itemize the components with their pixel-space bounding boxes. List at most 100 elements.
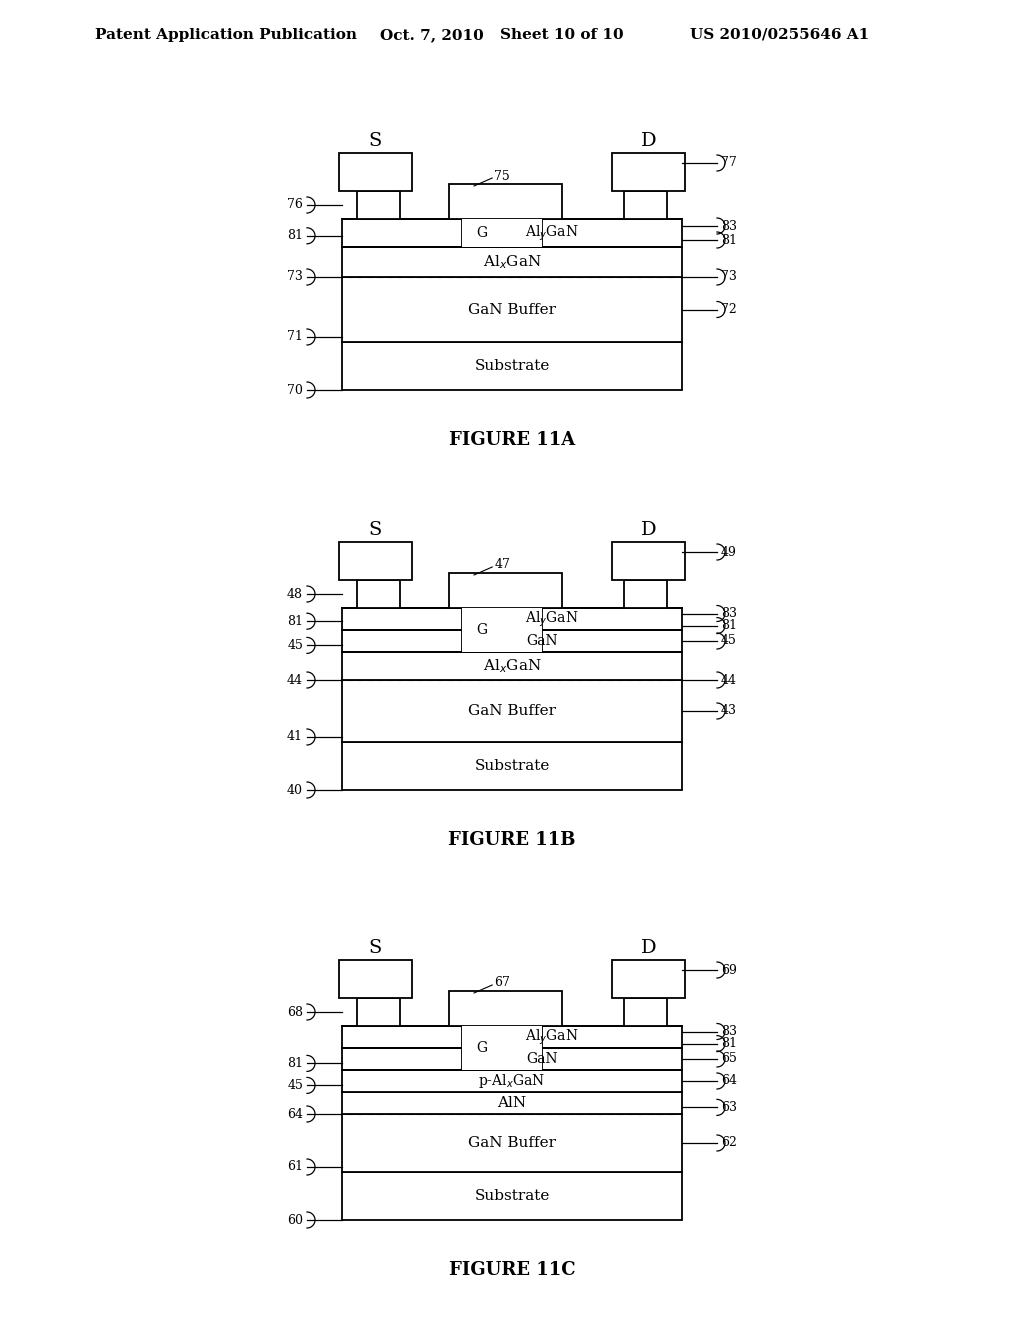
Bar [342, 1026, 682, 1048]
Text: FIGURE 11C: FIGURE 11C [449, 1261, 575, 1279]
Text: Sheet 10 of 10: Sheet 10 of 10 [500, 28, 624, 42]
Bar [449, 991, 562, 1026]
Text: 69: 69 [721, 964, 737, 977]
Bar [357, 191, 400, 219]
Text: D: D [641, 132, 656, 150]
Bar [342, 219, 682, 247]
Text: 64: 64 [721, 1074, 737, 1088]
Bar [339, 153, 412, 191]
Text: S: S [369, 521, 382, 539]
Bar [342, 1071, 682, 1092]
Text: Substrate: Substrate [474, 759, 550, 774]
Bar [357, 579, 400, 609]
Text: 81: 81 [287, 1057, 303, 1071]
Text: Al$_x$GaN: Al$_x$GaN [482, 657, 542, 675]
Text: p-Al$_x$GaN: p-Al$_x$GaN [478, 1072, 546, 1090]
Text: 61: 61 [287, 1160, 303, 1173]
Text: 76: 76 [287, 198, 303, 211]
Text: 43: 43 [721, 705, 737, 718]
Text: AlN: AlN [498, 1096, 526, 1110]
Text: 40: 40 [287, 784, 303, 796]
Text: 81: 81 [721, 234, 737, 247]
Bar [342, 342, 682, 389]
Text: Substrate: Substrate [474, 1189, 550, 1203]
Bar [342, 1114, 682, 1172]
Bar [462, 1026, 542, 1071]
Text: S: S [369, 132, 382, 150]
Bar [464, 219, 540, 247]
Bar [612, 153, 685, 191]
Bar [342, 742, 682, 789]
Text: FIGURE 11B: FIGURE 11B [449, 832, 575, 849]
Text: 70: 70 [287, 384, 303, 396]
Bar [464, 609, 540, 652]
Text: 81: 81 [721, 1038, 737, 1051]
Bar [624, 579, 667, 609]
Bar [624, 998, 667, 1026]
Bar [342, 277, 682, 342]
Text: GaN Buffer: GaN Buffer [468, 302, 556, 317]
Text: 81: 81 [287, 230, 303, 243]
Bar [449, 183, 562, 219]
Text: GaN: GaN [526, 634, 558, 648]
Text: 77: 77 [721, 157, 736, 169]
Text: G: G [476, 623, 487, 638]
Bar [342, 609, 682, 630]
Bar [357, 998, 400, 1026]
Text: 72: 72 [721, 304, 736, 315]
Text: 73: 73 [721, 271, 737, 284]
Text: 63: 63 [721, 1101, 737, 1114]
Text: 67: 67 [495, 977, 510, 990]
Bar [342, 680, 682, 742]
Text: G: G [476, 1041, 487, 1055]
Text: GaN Buffer: GaN Buffer [468, 704, 556, 718]
Text: G: G [476, 226, 487, 240]
Text: 45: 45 [721, 635, 737, 648]
Bar [342, 247, 682, 277]
Bar [464, 1026, 540, 1071]
Text: Al$_y$GaN: Al$_y$GaN [525, 223, 579, 243]
Bar [339, 543, 412, 579]
Text: 44: 44 [287, 673, 303, 686]
Text: 81: 81 [721, 619, 737, 632]
Text: Al$_y$GaN: Al$_y$GaN [525, 1027, 579, 1047]
Bar [342, 1092, 682, 1114]
Text: 44: 44 [721, 673, 737, 686]
Bar [612, 960, 685, 998]
Bar [449, 573, 562, 609]
Text: 83: 83 [721, 219, 737, 232]
Bar [342, 1048, 682, 1071]
Text: 41: 41 [287, 730, 303, 743]
Bar [612, 543, 685, 579]
Text: 68: 68 [287, 1006, 303, 1019]
Text: Oct. 7, 2010: Oct. 7, 2010 [380, 28, 483, 42]
Text: 49: 49 [721, 545, 737, 558]
Text: 47: 47 [495, 558, 510, 572]
Text: 45: 45 [287, 639, 303, 652]
Bar [339, 960, 412, 998]
Text: 60: 60 [287, 1213, 303, 1226]
Bar [624, 191, 667, 219]
Text: Al$_x$GaN: Al$_x$GaN [482, 253, 542, 271]
Text: 64: 64 [287, 1107, 303, 1121]
Text: 83: 83 [721, 607, 737, 620]
Text: 45: 45 [287, 1078, 303, 1092]
Text: GaN: GaN [526, 1052, 558, 1067]
Text: 62: 62 [721, 1137, 737, 1150]
Text: 75: 75 [495, 169, 510, 182]
Text: Substrate: Substrate [474, 359, 550, 374]
Text: Patent Application Publication: Patent Application Publication [95, 28, 357, 42]
Text: D: D [641, 939, 656, 957]
Bar [342, 630, 682, 652]
Text: 71: 71 [287, 330, 303, 343]
Bar [462, 609, 542, 652]
Text: 73: 73 [287, 271, 303, 284]
Bar [462, 219, 542, 247]
Bar [342, 652, 682, 680]
Text: 81: 81 [287, 615, 303, 628]
Text: 83: 83 [721, 1026, 737, 1038]
Text: Al$_y$GaN: Al$_y$GaN [525, 610, 579, 628]
Text: D: D [641, 521, 656, 539]
Bar [342, 1172, 682, 1220]
Text: GaN Buffer: GaN Buffer [468, 1137, 556, 1150]
